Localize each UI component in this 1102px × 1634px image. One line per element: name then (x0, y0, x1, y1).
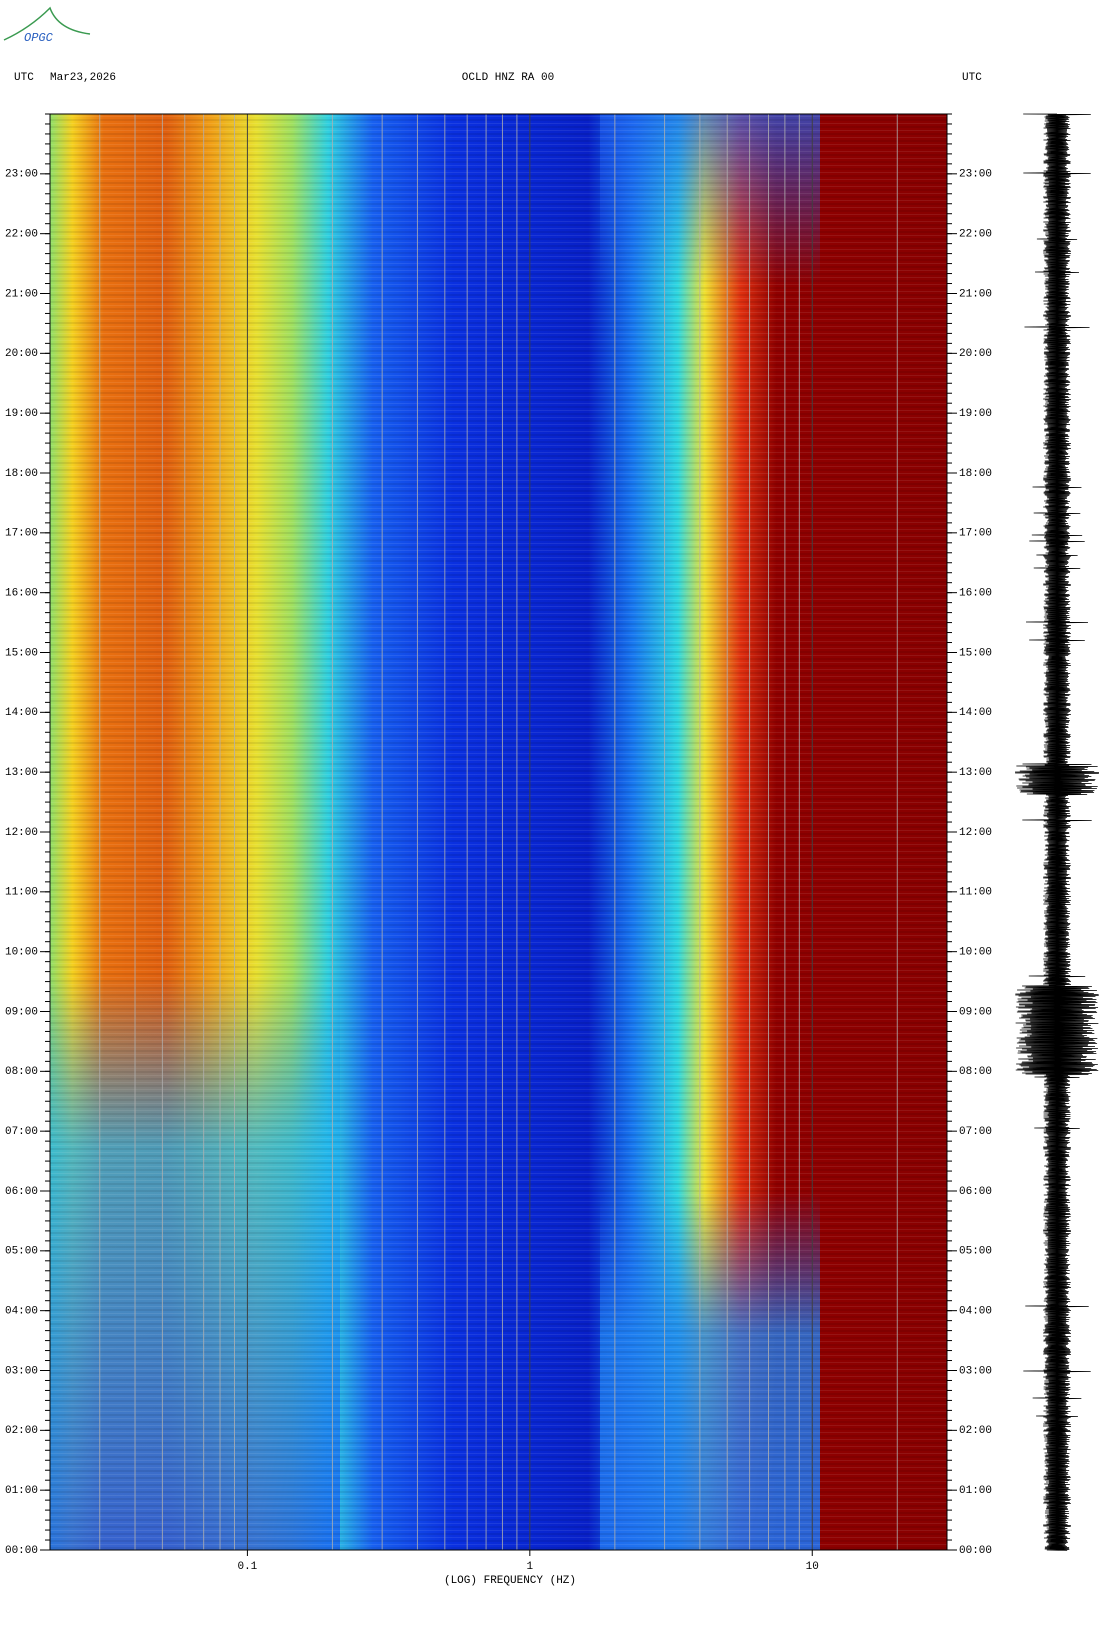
y-tick-label: 01:00 (5, 1485, 38, 1497)
y-tick-label: 10:00 (5, 947, 38, 959)
y-tick-label: 15:00 (5, 647, 38, 659)
y-tick-label: 16:00 (959, 588, 992, 600)
seismogram (1014, 113, 1100, 1551)
x-tick-label: 10 (806, 1561, 819, 1573)
y-tick-label: 17:00 (5, 528, 38, 540)
y-tick-label: 12:00 (5, 827, 38, 839)
spectrogram (50, 114, 947, 1550)
chart-title: OCLD HNZ RA 00 (462, 72, 554, 84)
y-tick-label: 03:00 (5, 1365, 38, 1377)
y-tick-label: 09:00 (959, 1006, 992, 1018)
y-tick-label: 18:00 (5, 468, 38, 480)
y-tick-label: 00:00 (5, 1545, 38, 1557)
y-tick-label: 23:00 (959, 169, 992, 181)
y-tick-label: 14:00 (5, 707, 38, 719)
y-tick-label: 09:00 (5, 1006, 38, 1018)
y-tick-label: 21:00 (5, 288, 38, 300)
y-tick-label: 08:00 (5, 1066, 38, 1078)
y-tick-label: 00:00 (959, 1545, 992, 1557)
left-timezone: UTC (14, 72, 34, 84)
y-tick-label: 16:00 (5, 588, 38, 600)
right-timezone: UTC (962, 72, 982, 84)
y-tick-label: 01:00 (959, 1485, 992, 1497)
y-tick-label: 02:00 (959, 1425, 992, 1437)
y-tick-label: 08:00 (959, 1066, 992, 1078)
y-tick-label: 20:00 (5, 348, 38, 360)
logo: OPGC (3, 6, 91, 45)
y-tick-label: 22:00 (959, 229, 992, 241)
y-tick-label: 19:00 (959, 408, 992, 420)
spectrogram-texture (50, 114, 947, 1550)
y-tick-label: 06:00 (5, 1186, 38, 1198)
x-tick-label: 1 (527, 1561, 534, 1573)
y-tick-label: 13:00 (5, 767, 38, 779)
y-tick-label: 21:00 (959, 288, 992, 300)
x-tick-label: 0.1 (237, 1561, 257, 1573)
y-tick-label: 20:00 (959, 348, 992, 360)
y-tick-label: 10:00 (959, 947, 992, 959)
y-tick-label: 03:00 (959, 1365, 992, 1377)
y-tick-label: 14:00 (959, 707, 992, 719)
y-tick-label: 23:00 (5, 169, 38, 181)
plot-frame (49, 113, 948, 1551)
y-tick-label: 04:00 (5, 1306, 38, 1318)
y-tick-label: 05:00 (5, 1246, 38, 1258)
y-tick-label: 13:00 (959, 767, 992, 779)
y-tick-label: 07:00 (5, 1126, 38, 1138)
y-tick-label: 06:00 (959, 1186, 992, 1198)
x-axis-label: (LOG) FREQUENCY (HZ) (444, 1575, 576, 1587)
y-tick-label: 11:00 (959, 887, 992, 899)
y-tick-label: 12:00 (959, 827, 992, 839)
y-tick-label: 18:00 (959, 468, 992, 480)
date: Mar23,2026 (50, 72, 116, 84)
y-tick-label: 19:00 (5, 408, 38, 420)
y-tick-label: 04:00 (959, 1306, 992, 1318)
y-tick-label: 15:00 (959, 647, 992, 659)
y-tick-label: 22:00 (5, 229, 38, 241)
y-tick-label: 17:00 (959, 528, 992, 540)
y-tick-label: 05:00 (959, 1246, 992, 1258)
y-tick-label: 02:00 (5, 1425, 38, 1437)
y-tick-label: 07:00 (959, 1126, 992, 1138)
logo-text: OPGC (24, 31, 54, 45)
y-tick-label: 11:00 (5, 887, 38, 899)
